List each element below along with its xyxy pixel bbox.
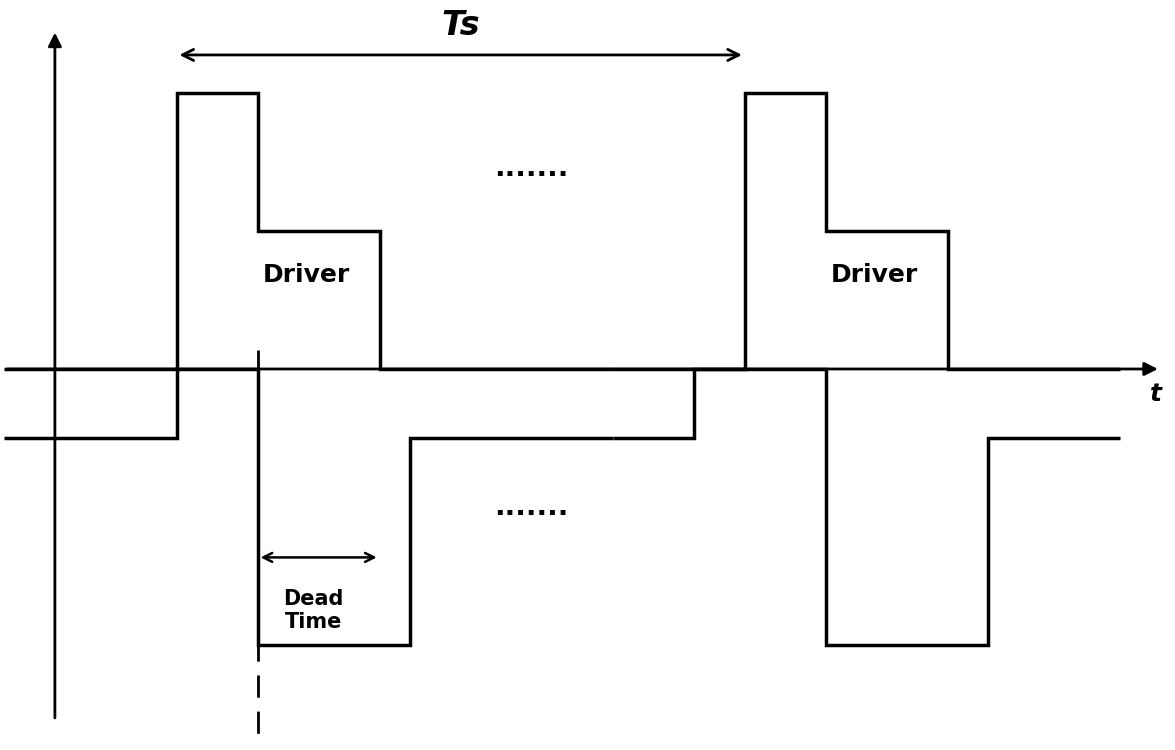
Text: .......: ....... — [495, 494, 569, 521]
Text: Driver: Driver — [831, 262, 918, 286]
Text: Driver: Driver — [263, 262, 350, 286]
Text: .......: ....... — [495, 154, 569, 182]
Text: Dead
Time: Dead Time — [283, 589, 344, 632]
Text: t: t — [1149, 382, 1162, 406]
Text: Ts: Ts — [442, 10, 481, 43]
